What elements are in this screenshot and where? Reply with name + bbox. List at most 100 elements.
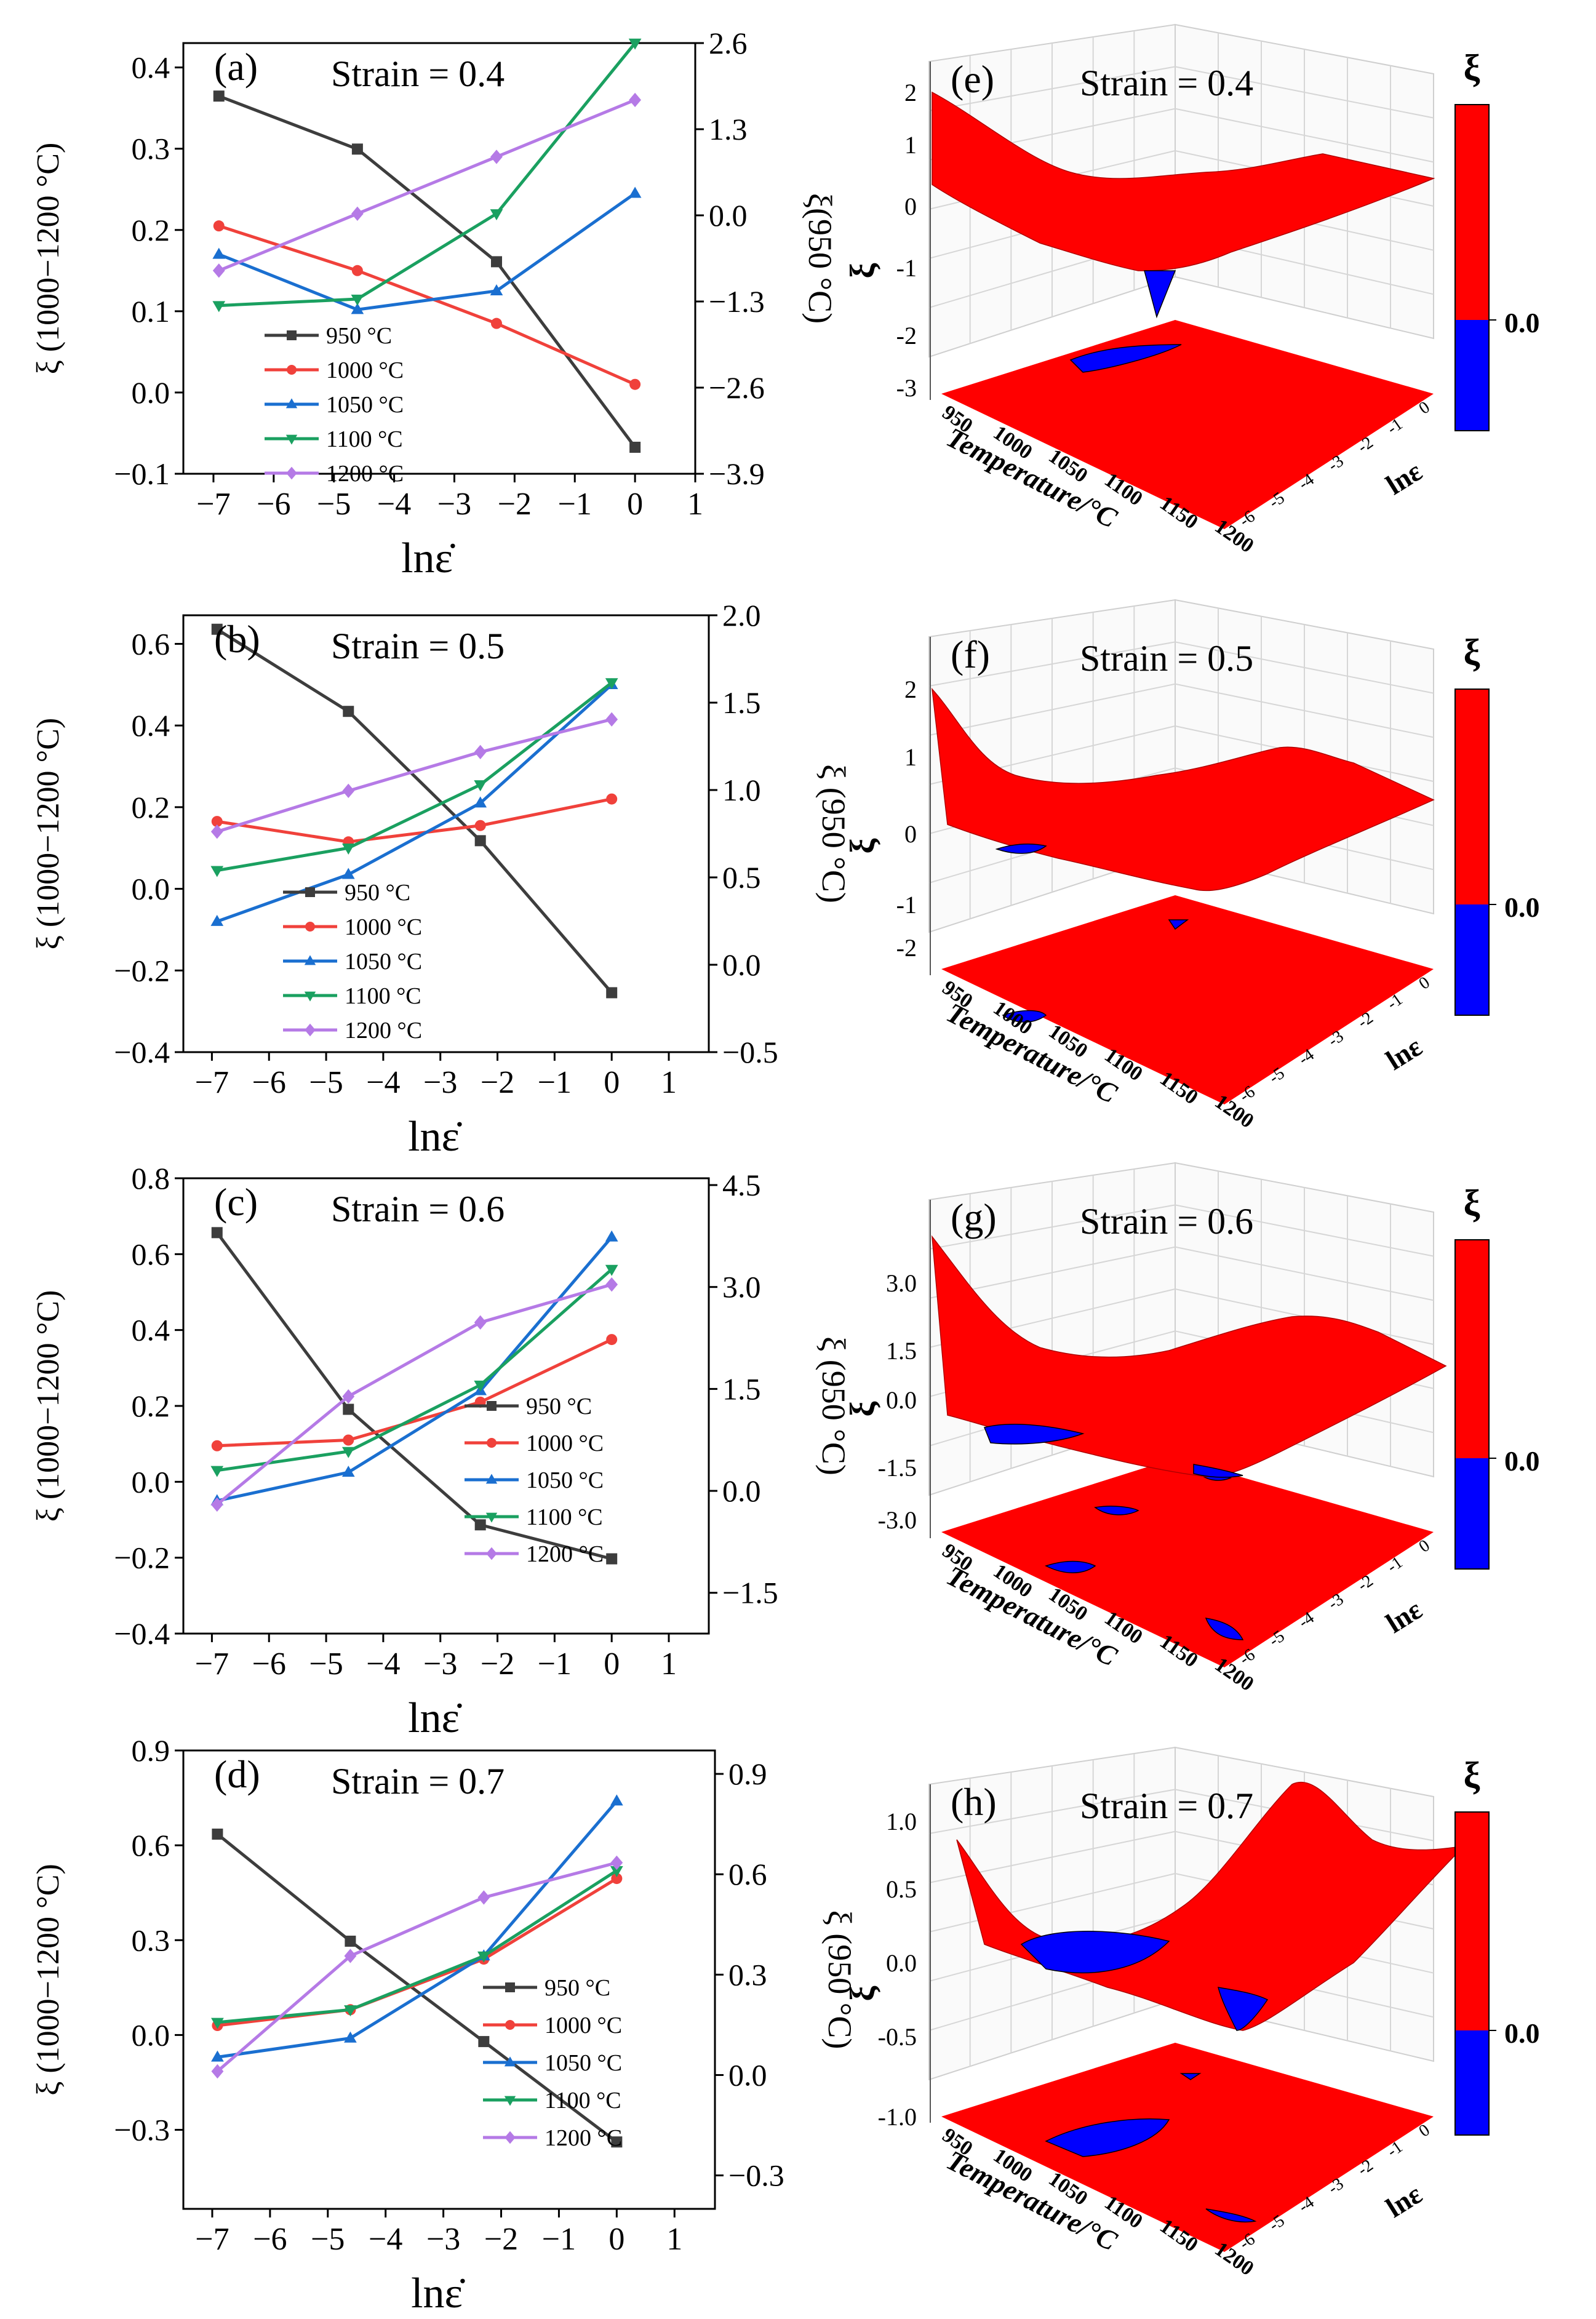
data-point [212, 301, 226, 313]
x-tick-label: −5 [309, 1646, 343, 1682]
floor-negative-region [1168, 919, 1189, 930]
y-left-tick-label: 0.0 [132, 1464, 170, 1499]
data-point [210, 1497, 223, 1512]
panel-label: (d) [214, 1752, 260, 1796]
data-point [212, 247, 226, 259]
data-point [211, 2064, 224, 2079]
y-right-tick-label: 0.6 [728, 1857, 767, 1891]
colorbar-tick-label: 0.0 [1504, 2018, 1540, 2049]
y-left-tick-label: 0.3 [132, 132, 170, 166]
y-right-tick-label: −1.5 [722, 1576, 778, 1610]
data-point [490, 317, 502, 329]
x-tick-label: −2 [481, 1065, 514, 1100]
colorbar-title: ξ [1464, 632, 1480, 673]
chart-panel-c: −7 −6 −5 −4 −3 −2 −1 0 1 −0.4 −0.2 0.0 0.2 0.4 0.6 0.8 −… [31, 1161, 852, 1742]
data-point [628, 38, 642, 50]
x-tick-label: −1 [542, 2222, 576, 2257]
data-point [343, 706, 354, 717]
legend-marker [485, 1474, 498, 1484]
y-left-tick-label: 0.2 [132, 1389, 170, 1423]
series-line-3 [217, 681, 613, 872]
x-tick-label: −1 [538, 1646, 572, 1682]
data-point [610, 1855, 623, 1870]
strain-rate-axis-label: lnε [1381, 1594, 1427, 1639]
x-tick-label: −3 [423, 1065, 457, 1100]
data-point [490, 256, 502, 268]
surface-negative-region [1217, 1987, 1269, 2031]
legend-marker [505, 2020, 515, 2030]
y-right-tick-label: 0.0 [728, 2058, 767, 2092]
y-left-tick-label: 0.2 [132, 790, 170, 824]
z-tick-label: 3.0 [886, 1269, 917, 1297]
surface-mesh [932, 1235, 1447, 1477]
y-left-tick-label: 0.6 [132, 1828, 170, 1862]
x-tick-label: −4 [366, 1065, 400, 1100]
y-right-tick-label: 4.5 [722, 1168, 761, 1202]
colorbar-title: ξ [1464, 1183, 1480, 1223]
legend-entry: 1100 °C [526, 1504, 603, 1530]
y-left-tick-label: 0.1 [132, 294, 170, 329]
data-point [490, 284, 503, 296]
legend-marker [285, 434, 298, 445]
data-point [211, 1227, 223, 1239]
surface-panel-f: 210-1-2ξ95010001050110011501200Temperatu… [844, 599, 1540, 1133]
y-left-tick-label: 0.0 [132, 375, 170, 410]
data-point [474, 820, 486, 831]
chart-panel-d: −7 −6 −5 −4 −3 −2 −1 0 1 −0.3 0.0 0.3 0.6 0.9 −0.3 0.0 0… [31, 1733, 858, 2317]
data-point [606, 1334, 618, 1346]
data-point [351, 206, 364, 222]
colorbar-frame [1454, 1811, 1490, 2136]
y-right-tick-label: 0.5 [722, 860, 761, 895]
colorbar-positive [1455, 689, 1489, 904]
legend-marker [487, 1401, 497, 1411]
data-point [212, 263, 225, 278]
y-right-tick-label: 0.0 [722, 948, 761, 982]
chart-panel-b: −7 −6 −5 −4 −3 −2 −1 0 1 −0.4 −0.2 0.0 0.2 0.4 0.6 −0.5… [31, 598, 852, 1160]
floor-projection [941, 1458, 1434, 1667]
z-tick-label: 1 [904, 743, 917, 771]
z-tick-label: 0 [904, 193, 917, 220]
legend-marker [504, 2096, 516, 2106]
floor-negative-region [1205, 1618, 1244, 1640]
floor-negative-region [1094, 1506, 1139, 1515]
data-point [211, 623, 223, 635]
x-tick-label: −7 [195, 1065, 229, 1100]
legend-entry: 1050 °C [526, 1467, 604, 1493]
data-point [213, 90, 225, 102]
legend-marker [485, 1512, 498, 1523]
surface-negative-region [1193, 1464, 1243, 1478]
legend-marker [305, 887, 315, 897]
panel-label: (a) [214, 45, 258, 89]
x-tick-label: −2 [498, 487, 532, 522]
z-tick-label: 1.5 [886, 1337, 917, 1365]
y-left-axis-label: ξ (1000−1200 °C) [31, 143, 66, 375]
plot-frame [182, 614, 710, 1053]
x-tick-label: −6 [252, 1646, 286, 1682]
legend-marker [486, 1547, 497, 1560]
panel-label: (g) [951, 1195, 997, 1239]
x-tick-label: −7 [196, 487, 230, 522]
chart-title: Strain = 0.4 [331, 54, 505, 94]
data-point [611, 1873, 623, 1885]
data-point [605, 712, 618, 727]
legend-marker [304, 991, 316, 1002]
colorbar-positive [1455, 1240, 1489, 1458]
chart-title: Strain = 0.4 [1080, 63, 1253, 103]
data-point [343, 1403, 354, 1415]
x-tick-label: 1 [661, 1065, 677, 1100]
data-point [341, 1447, 355, 1458]
data-point [213, 220, 225, 232]
data-point [605, 1230, 618, 1242]
z-tick-label: -1 [896, 891, 917, 919]
series-line-3 [217, 1268, 613, 1472]
data-point [211, 2050, 224, 2062]
x-axis-label: lnε̇ [401, 535, 455, 582]
y-right-axis-label: ξ (950 °C) [815, 1336, 852, 1475]
strain-rate-tick-label: 0 [1416, 1536, 1434, 1556]
y-left-tick-label: 0.6 [132, 626, 170, 661]
y-left-axis-label: ξ (1000−1200 °C) [31, 1290, 66, 1522]
x-tick-label: −3 [437, 487, 471, 522]
chart-panel-a: −7 −6 −5 −4 −3 −2 −1 0 1 −0.1 0.0 0.1 0.2 0.3 0.4 −3.9 −… [31, 26, 839, 582]
data-point [351, 303, 364, 314]
z-tick-label: -1.5 [878, 1454, 917, 1482]
